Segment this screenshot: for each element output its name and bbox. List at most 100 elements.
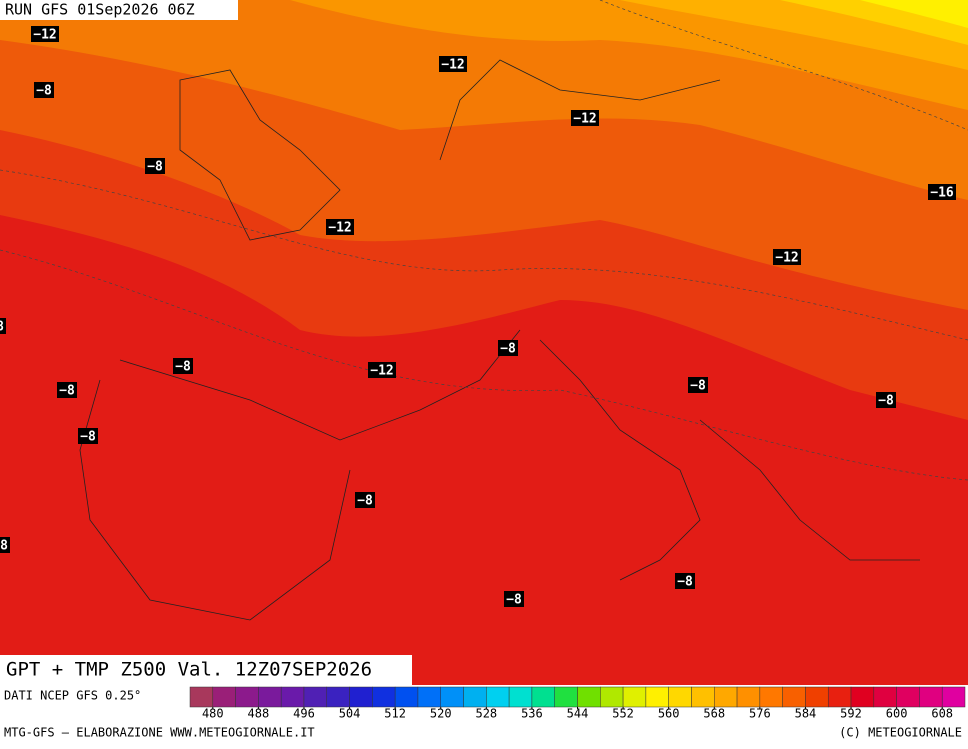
colorbar-cell bbox=[691, 686, 715, 708]
map-title: GPT + TMP Z500 Val. 12Z07SEP2026 bbox=[6, 659, 372, 681]
run-label: RUN GFS 01Sep2026 06Z bbox=[5, 1, 195, 19]
label-box bbox=[355, 492, 375, 508]
colorbar-cell bbox=[326, 686, 350, 708]
label-box bbox=[326, 219, 354, 235]
label-box bbox=[78, 428, 98, 444]
coastline bbox=[119, 329, 521, 441]
colorbar-cell bbox=[394, 686, 419, 708]
colorbar-cell bbox=[759, 686, 783, 708]
label-box bbox=[571, 110, 599, 126]
label-box bbox=[368, 362, 396, 378]
temperature-label: −8 bbox=[34, 82, 54, 99]
temperature-label: −12 bbox=[439, 56, 467, 73]
temperature-label: −8 bbox=[78, 428, 98, 445]
colorbar-cell bbox=[736, 686, 761, 708]
colorbar-cell bbox=[303, 686, 328, 708]
label-box bbox=[0, 318, 6, 334]
temperature-label: −16 bbox=[928, 184, 956, 201]
colorbar-cell bbox=[508, 686, 533, 708]
colorbar-cell bbox=[280, 686, 305, 708]
label-text: −8 bbox=[80, 430, 96, 445]
label-box bbox=[0, 537, 10, 553]
coastlines bbox=[79, 59, 920, 621]
temperature-label: −8 bbox=[57, 382, 77, 399]
temperature-label: −8 bbox=[504, 591, 524, 608]
label-text: −8 bbox=[677, 575, 693, 590]
colorbar-cell bbox=[554, 686, 578, 708]
temperature-labels: −12 −8 −8 −12 −12 −16 −12 −12 −8 −8 −12 −8 −8 −8 −8 −8 −… bbox=[0, 26, 956, 608]
label-box bbox=[439, 56, 467, 72]
label-text: −8 bbox=[147, 160, 163, 175]
colorbar-cell bbox=[349, 686, 373, 708]
label-text: −8 bbox=[36, 84, 52, 99]
label-box bbox=[57, 382, 77, 398]
footer-right: (C) METEOGIORNALE bbox=[839, 726, 962, 740]
coastline bbox=[439, 59, 721, 161]
colorbar-cell bbox=[941, 686, 966, 708]
colorbar-tick-label: 536 bbox=[521, 707, 543, 721]
temperature-label: −8 bbox=[498, 340, 518, 357]
label-text: −8 bbox=[690, 379, 706, 394]
label-box bbox=[876, 392, 896, 408]
colorbar-cell bbox=[782, 686, 806, 708]
colorbar-tick-label: 568 bbox=[703, 707, 725, 721]
colorbar-cell bbox=[896, 686, 920, 708]
colorbar-cell bbox=[873, 686, 897, 708]
label-text: −8 bbox=[500, 342, 516, 357]
colorbar: 480 488 496 504 512 520 528 536 544 552 560 568 576 5… bbox=[189, 686, 966, 721]
label-box bbox=[773, 249, 801, 265]
colorbar-tick-label: 592 bbox=[840, 707, 862, 721]
colorbar-tick-label: 528 bbox=[475, 707, 497, 721]
temperature-label: −12 bbox=[368, 362, 396, 379]
colorbar-cell bbox=[805, 686, 829, 708]
temperature-label: −12 bbox=[773, 249, 801, 266]
coastline bbox=[179, 69, 341, 241]
colorbar-cell bbox=[258, 686, 282, 708]
colorbar-cell bbox=[463, 686, 487, 708]
contour bbox=[599, 0, 968, 131]
label-text: −12 bbox=[370, 364, 393, 379]
temperature-label: −8 bbox=[876, 392, 896, 409]
colorbar-tick-label: 552 bbox=[612, 707, 634, 721]
label-box bbox=[34, 82, 54, 98]
colorbar-cell bbox=[668, 686, 692, 708]
colorbar-cell bbox=[919, 686, 943, 708]
label-box bbox=[504, 591, 524, 607]
coastline bbox=[539, 339, 701, 581]
label-box bbox=[498, 340, 518, 356]
colorbar-cell bbox=[417, 686, 441, 708]
label-text: −8 bbox=[59, 384, 75, 399]
temperature-label: −12 bbox=[326, 219, 354, 236]
label-text: −8 bbox=[878, 394, 894, 409]
colorbar-cell bbox=[486, 686, 510, 708]
contour bbox=[0, 169, 968, 341]
label-text: −8 bbox=[506, 593, 522, 608]
colorbar-cell bbox=[235, 686, 259, 708]
colorbar-cell bbox=[212, 686, 236, 708]
temperature-label: −12 bbox=[31, 26, 59, 43]
colorbar-cell bbox=[189, 686, 214, 708]
colorbar-cell bbox=[714, 686, 738, 708]
source: DATI NCEP GFS 0.25° bbox=[4, 689, 141, 703]
label-box bbox=[675, 573, 695, 589]
colorbar-tick-label: 576 bbox=[749, 707, 771, 721]
coastline bbox=[699, 419, 920, 561]
label-text: 8 bbox=[0, 539, 8, 554]
label-text: −12 bbox=[328, 221, 351, 236]
colorbar-cell bbox=[850, 686, 875, 708]
colorbar-cell bbox=[440, 686, 464, 708]
label-box bbox=[145, 158, 165, 174]
colorbar-tick-label: 520 bbox=[430, 707, 452, 721]
colorbar-tick-label: 608 bbox=[931, 707, 953, 721]
label-text: −12 bbox=[775, 251, 798, 266]
label-box bbox=[31, 26, 59, 42]
colorbar-tick-label: 544 bbox=[567, 707, 589, 721]
colorbar-cell bbox=[577, 686, 601, 708]
temperature-label: −8 bbox=[688, 377, 708, 394]
colorbar-cell bbox=[827, 686, 852, 708]
band bbox=[860, 0, 968, 28]
header-box bbox=[0, 0, 238, 20]
colorbar-tick-label: 480 bbox=[202, 707, 224, 721]
colorbar-tick-label: 488 bbox=[248, 707, 270, 721]
